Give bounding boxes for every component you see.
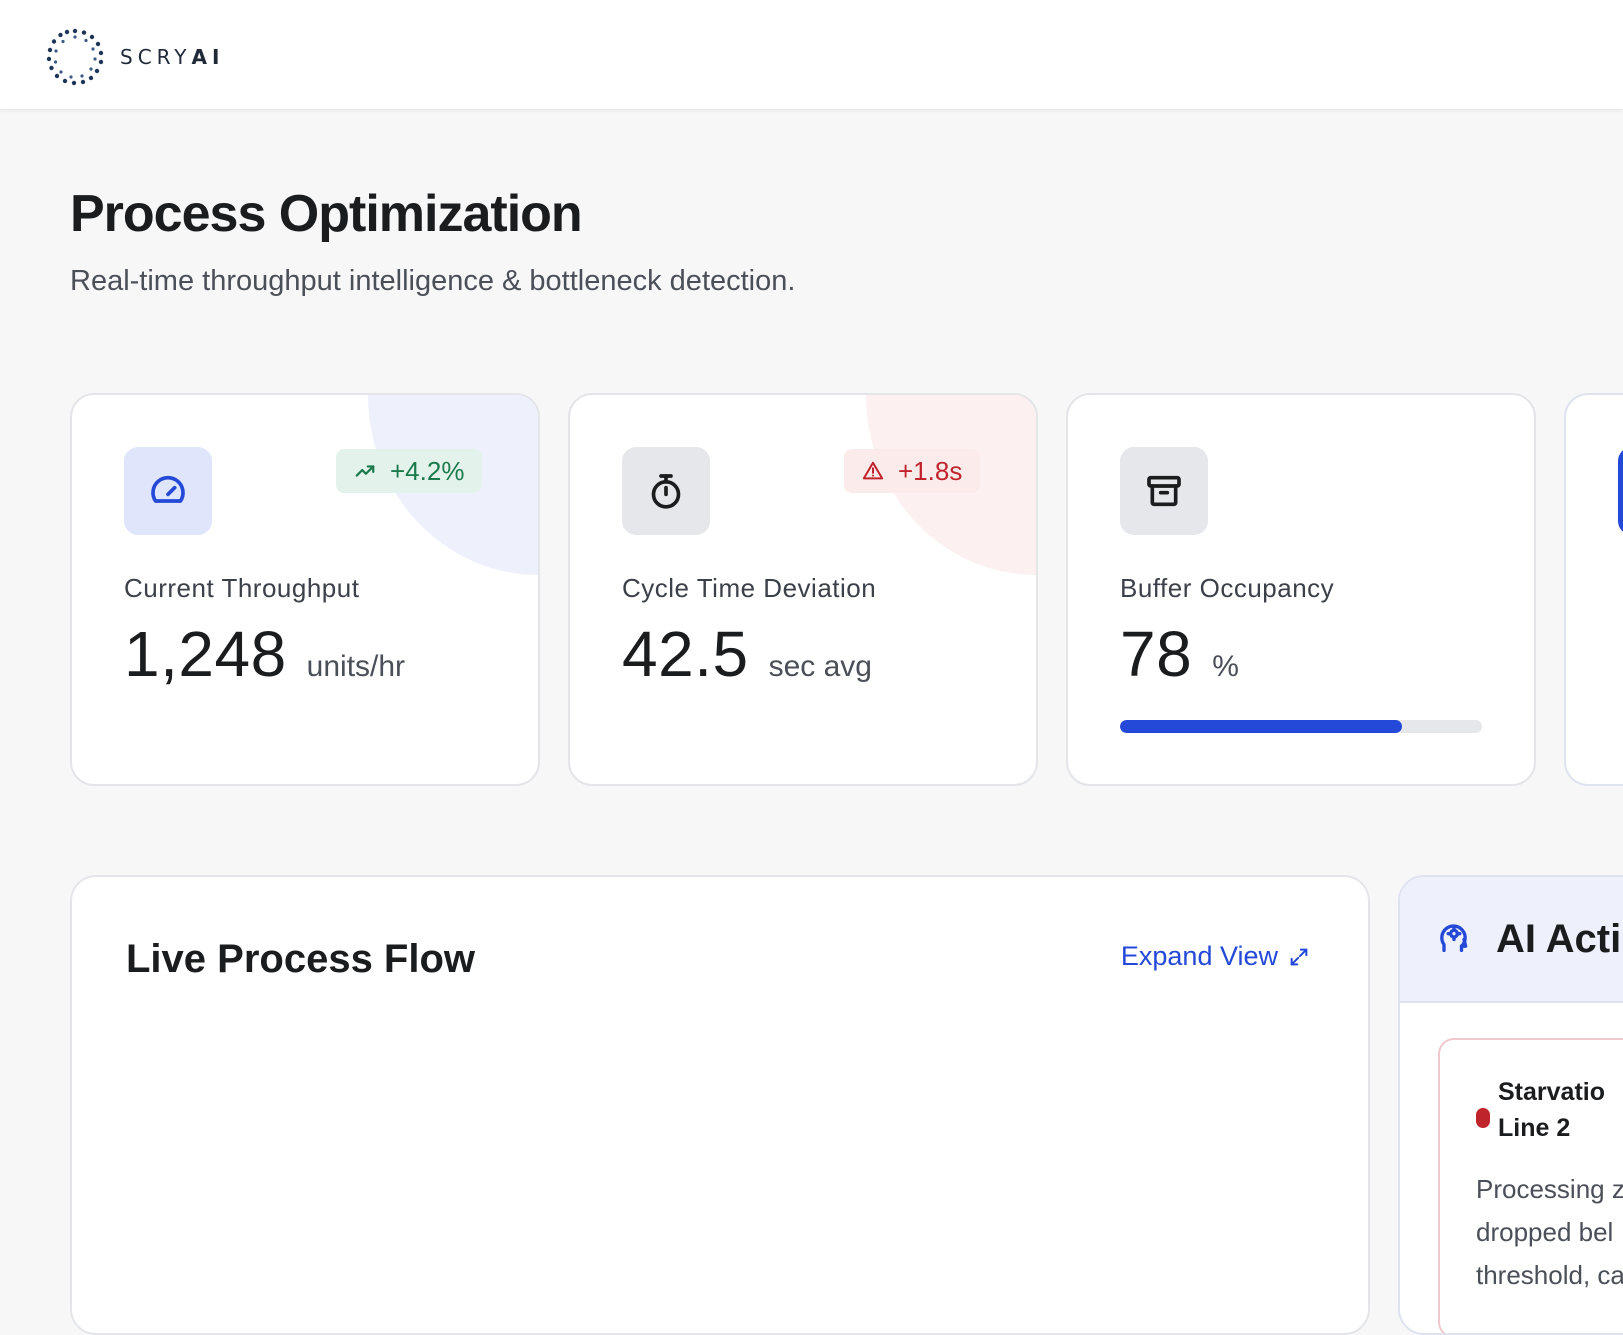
ai-panel-title: AI Acti xyxy=(1496,917,1622,961)
kpi-card-cycle-time[interactable]: +1.8s Cycle Time Deviation 42.5 sec avg xyxy=(568,393,1038,786)
kpi-value-row: 42.5 sec avg xyxy=(622,617,872,691)
deviation-badge: +1.8s xyxy=(844,449,981,493)
icon-container xyxy=(1120,447,1208,535)
kpi-value: 78 xyxy=(1120,618,1193,690)
ai-actions-panel: AI Acti Starvatio Line 2 Processing z dr… xyxy=(1398,875,1623,1335)
kpi-unit: % xyxy=(1212,650,1239,683)
expand-icon xyxy=(1290,948,1308,965)
panel-title: Live Process Flow xyxy=(126,937,476,981)
badge-text: +4.2% xyxy=(390,455,465,486)
scryai-logo-icon xyxy=(46,28,104,86)
kpi-label: Current Throughput xyxy=(124,573,360,603)
kpi-card-partial[interactable] xyxy=(1564,393,1623,786)
ai-brain-icon xyxy=(1440,924,1468,952)
trend-badge: +4.2% xyxy=(336,449,483,493)
kpi-label: Cycle Time Deviation xyxy=(622,573,877,603)
page-title: Process Optimization xyxy=(70,185,583,243)
kpi-unit: units/hr xyxy=(306,650,406,683)
kpi-value: 42.5 xyxy=(622,618,749,690)
alert-title: Starvatio Line 2 xyxy=(1498,1078,1605,1142)
logo-wordmark: SCRYAI xyxy=(120,45,225,69)
kpi-label: Buffer Occupancy xyxy=(1120,573,1335,603)
logo[interactable]: SCRYAI xyxy=(46,28,224,86)
kpi-card-buffer[interactable]: Buffer Occupancy 78 % xyxy=(1066,393,1536,786)
severity-dot xyxy=(1476,1108,1490,1128)
icon-container xyxy=(622,447,710,535)
expand-view-link[interactable]: Expand View xyxy=(1121,941,1310,972)
buffer-progress-fill xyxy=(1120,720,1403,733)
live-process-flow-panel: Live Process Flow Expand View xyxy=(70,875,1370,1335)
icon-container xyxy=(124,447,212,535)
page-subtitle: Real-time throughput intelligence & bott… xyxy=(70,265,796,297)
icon-container xyxy=(1618,447,1623,535)
alert-card[interactable]: Starvatio Line 2 Processing z dropped be… xyxy=(1438,1038,1623,1333)
kpi-value-row: 1,248 units/hr xyxy=(124,617,405,691)
buffer-progress-bar xyxy=(1120,720,1482,733)
ai-panel-header: AI Acti xyxy=(1400,877,1623,1003)
expand-view-label: Expand View xyxy=(1120,941,1278,971)
kpi-value-row: 78 % xyxy=(1120,617,1239,691)
speedometer-icon xyxy=(151,475,185,503)
top-bar: SCRYAI xyxy=(0,0,1623,110)
kpi-card-throughput[interactable]: +4.2% Current Throughput 1,248 units/hr xyxy=(70,393,540,786)
trending-up-icon xyxy=(355,465,375,477)
kpi-unit: sec avg xyxy=(768,650,872,683)
warning-icon xyxy=(862,461,884,480)
badge-text: +1.8s xyxy=(898,455,963,486)
kpi-value: 1,248 xyxy=(124,618,287,690)
alert-body: Processing z dropped bel threshold, ca xyxy=(1476,1174,1623,1290)
stopwatch-icon xyxy=(651,474,681,509)
archive-icon xyxy=(1147,475,1181,507)
